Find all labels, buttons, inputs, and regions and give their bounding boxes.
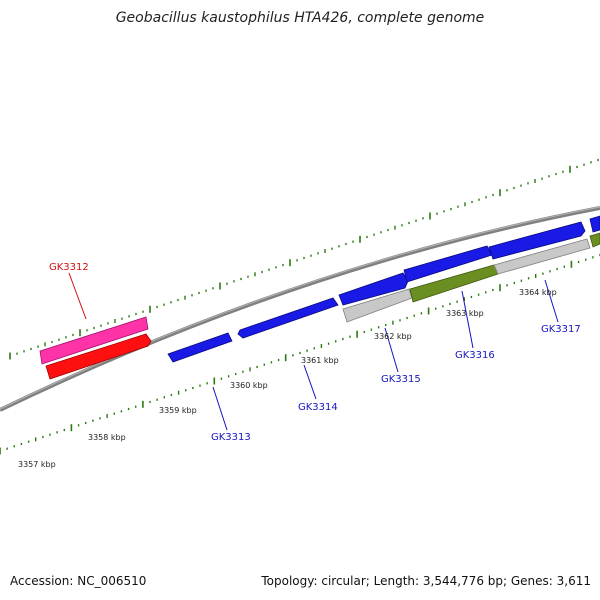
callout-gk3316: [461, 290, 474, 349]
scale-label: 3363 kbp: [446, 309, 484, 318]
feature-gk3312-upper[interactable]: [39, 316, 149, 365]
scale-label: 3357 kbp: [18, 460, 56, 469]
feature-gk3314[interactable]: [237, 297, 339, 339]
inner-tick-track: [0, 253, 600, 455]
scale-label: 3364 kbp: [519, 288, 557, 297]
genome-backbone: [0, 206, 600, 412]
gene-label-gk3314[interactable]: GK3314: [298, 402, 338, 413]
scale-label: 3362 kbp: [374, 332, 412, 341]
callout-gk3313: [212, 386, 228, 431]
scale-label: 3360 kbp: [230, 381, 268, 390]
genome-summary-text: Topology: circular; Length: 3,544,776 bp…: [261, 574, 591, 588]
feature-gk3312-lower[interactable]: [45, 333, 152, 380]
gene-label-gk3313[interactable]: GK3313: [211, 432, 251, 443]
callout-gk3315: [384, 327, 399, 373]
feature-gk3317[interactable]: [493, 238, 591, 275]
accession-text: Accession: NC_006510: [10, 574, 147, 588]
callout-gk3317: [544, 279, 559, 323]
gene-label-gk3317[interactable]: GK3317: [541, 324, 581, 335]
gene-label-gk3315[interactable]: GK3315: [381, 374, 421, 385]
gene-label-gk3316[interactable]: GK3316: [455, 350, 495, 361]
genome-backbone-highlight: [0, 206, 600, 410]
feature-gk3318-upper-partial[interactable]: [589, 215, 600, 233]
feature-gk3318-partial[interactable]: [589, 232, 600, 248]
feature-gk3313[interactable]: [167, 332, 233, 363]
scale-label: 3358 kbp: [88, 433, 126, 442]
feature-gk3315-upper[interactable]: [338, 272, 409, 306]
feature-gk3317-upper[interactable]: [488, 221, 586, 260]
scale-label: 3361 kbp: [301, 356, 339, 365]
callout-gk3314: [303, 364, 317, 400]
scale-label: 3359 kbp: [159, 406, 197, 415]
outer-tick-track: [9, 158, 599, 360]
callout-gk3312: [68, 272, 87, 320]
gene-label-gk3312[interactable]: GK3312: [49, 262, 89, 273]
map-title: Geobacillus kaustophilus HTA426, complet…: [115, 10, 485, 26]
